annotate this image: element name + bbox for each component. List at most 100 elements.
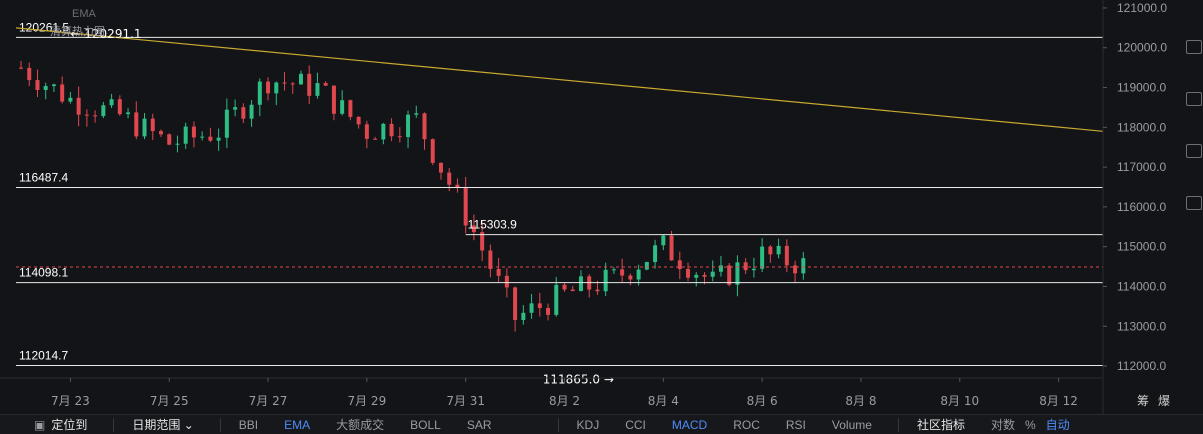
x-tick-label: 8月 10 <box>940 394 979 408</box>
candle-body <box>644 262 649 270</box>
y-tick-label: 115000.0 <box>1117 240 1166 254</box>
indicator-big-trade[interactable]: 大额成交 <box>336 418 385 432</box>
indicator-roc[interactable]: ROC <box>733 417 760 432</box>
candle-body <box>801 258 806 274</box>
x-tick-label: 7月 29 <box>347 394 386 408</box>
candle-body <box>249 104 254 119</box>
candle-body <box>43 86 48 90</box>
indicator-cci[interactable]: CCI <box>625 417 646 432</box>
price-level-label: 116487.4 <box>19 171 68 185</box>
indicator-volume[interactable]: Volume <box>831 417 872 432</box>
candle-body <box>546 307 551 315</box>
candle-body <box>768 246 773 255</box>
heatmap-label: 清算热力图 <box>50 24 105 38</box>
candle-body <box>620 269 625 276</box>
candle-body <box>381 123 386 140</box>
candle-body <box>471 225 476 233</box>
candle-body <box>51 84 56 87</box>
y-tick-label: 117000.0 <box>1117 160 1166 174</box>
candle-body <box>348 100 353 117</box>
price-chart[interactable]: 120261.5 116487.4 115303.9 114098.1 112014.7… <box>0 0 1203 414</box>
candle-body <box>389 123 394 137</box>
candle-body <box>274 82 279 94</box>
candle-body <box>406 114 411 138</box>
candle-body <box>447 172 452 185</box>
x-tick-label: 7月 27 <box>249 394 288 408</box>
auto-scale-toggle[interactable]: 自动 <box>1045 418 1070 432</box>
candle-body <box>134 112 139 137</box>
x-tick-label: 8月 6 <box>747 394 778 408</box>
candle-body <box>554 284 559 315</box>
candle-body <box>653 245 658 263</box>
candle-body <box>513 287 518 320</box>
candle-body <box>373 138 378 140</box>
candle-body <box>257 81 262 105</box>
log-scale-toggle[interactable]: 对数 <box>990 418 1015 432</box>
extreme-annotation: 111865.0 → <box>543 372 614 386</box>
candle-body <box>364 124 369 139</box>
candle-body <box>751 268 756 271</box>
candle-body <box>356 116 361 125</box>
axis-corner-left: 筹 <box>1137 394 1149 408</box>
candle-body <box>677 260 682 270</box>
candle-body <box>562 284 567 290</box>
candle-body <box>669 235 674 261</box>
candle-body <box>718 265 723 272</box>
candle-body <box>216 137 221 141</box>
date-range-label: 日期范围 <box>132 418 181 432</box>
candle-body <box>307 73 312 96</box>
info-icon[interactable] <box>1186 196 1202 210</box>
x-axis: 7月 23 7月 25 7月 27 7月 29 7月 31 8月 2 8月 4 8月 6 8月 … <box>0 377 1103 408</box>
date-range-button[interactable]: 日期范围 ⌄ <box>132 416 193 433</box>
layout-icon[interactable] <box>1186 92 1202 106</box>
candle-body <box>397 136 402 138</box>
candle-body <box>19 67 23 69</box>
price-level-label: 112014.7 <box>19 348 68 362</box>
candle-body <box>282 82 287 84</box>
settings-icon[interactable] <box>1186 144 1202 158</box>
indicator-rsi[interactable]: RSI <box>785 417 806 432</box>
candle-body <box>27 67 32 81</box>
y-tick-label: 112000.0 <box>1117 359 1166 373</box>
indicator-kdj[interactable]: KDJ <box>576 417 600 432</box>
indicator-ema[interactable]: EMA <box>284 417 311 432</box>
extreme-annotation: ← 120291.1 <box>70 27 141 41</box>
candle-body <box>455 184 460 188</box>
indicator-sar[interactable]: SAR <box>466 417 492 432</box>
candle-body <box>694 274 699 278</box>
indicator-boll[interactable]: BOLL <box>410 417 441 432</box>
expand-icon[interactable] <box>1186 40 1202 54</box>
calendar-icon[interactable]: ▣ <box>34 417 46 432</box>
y-tick-label: 118000.0 <box>1117 120 1166 134</box>
candle-body <box>323 83 328 86</box>
chevron-down-icon: ⌄ <box>183 418 194 432</box>
divider <box>557 417 559 432</box>
percent-toggle[interactable]: % <box>1024 417 1036 432</box>
candle-body <box>331 85 336 114</box>
candle-body <box>727 265 732 285</box>
candle-body <box>521 312 526 320</box>
candle-body <box>578 276 583 292</box>
community-indicators-button[interactable]: 社区指标 <box>916 418 965 432</box>
candle-body <box>200 136 205 138</box>
candle-body <box>686 269 691 278</box>
x-tick-label: 8月 12 <box>1039 394 1078 408</box>
indicator-bbi[interactable]: BBI <box>238 417 259 432</box>
candle-body <box>35 80 40 90</box>
candle-body <box>241 107 246 119</box>
trend-line <box>15 27 1104 132</box>
candle-layer <box>19 60 806 332</box>
indicator-label: EMA <box>72 8 97 20</box>
divider <box>897 417 899 432</box>
y-tick-label: 116000.0 <box>1117 200 1166 214</box>
candle-body <box>628 275 633 280</box>
x-tick-label: 8月 4 <box>648 394 679 408</box>
candle-body <box>126 112 131 115</box>
candle-body <box>488 250 493 269</box>
locate-button[interactable]: 定位到 <box>51 418 88 432</box>
indicator-macd[interactable]: MACD <box>671 417 708 432</box>
candle-body <box>776 245 781 255</box>
y-tick-label: 113000.0 <box>1117 319 1166 333</box>
candle-body <box>595 289 600 292</box>
candle-body <box>661 235 666 246</box>
